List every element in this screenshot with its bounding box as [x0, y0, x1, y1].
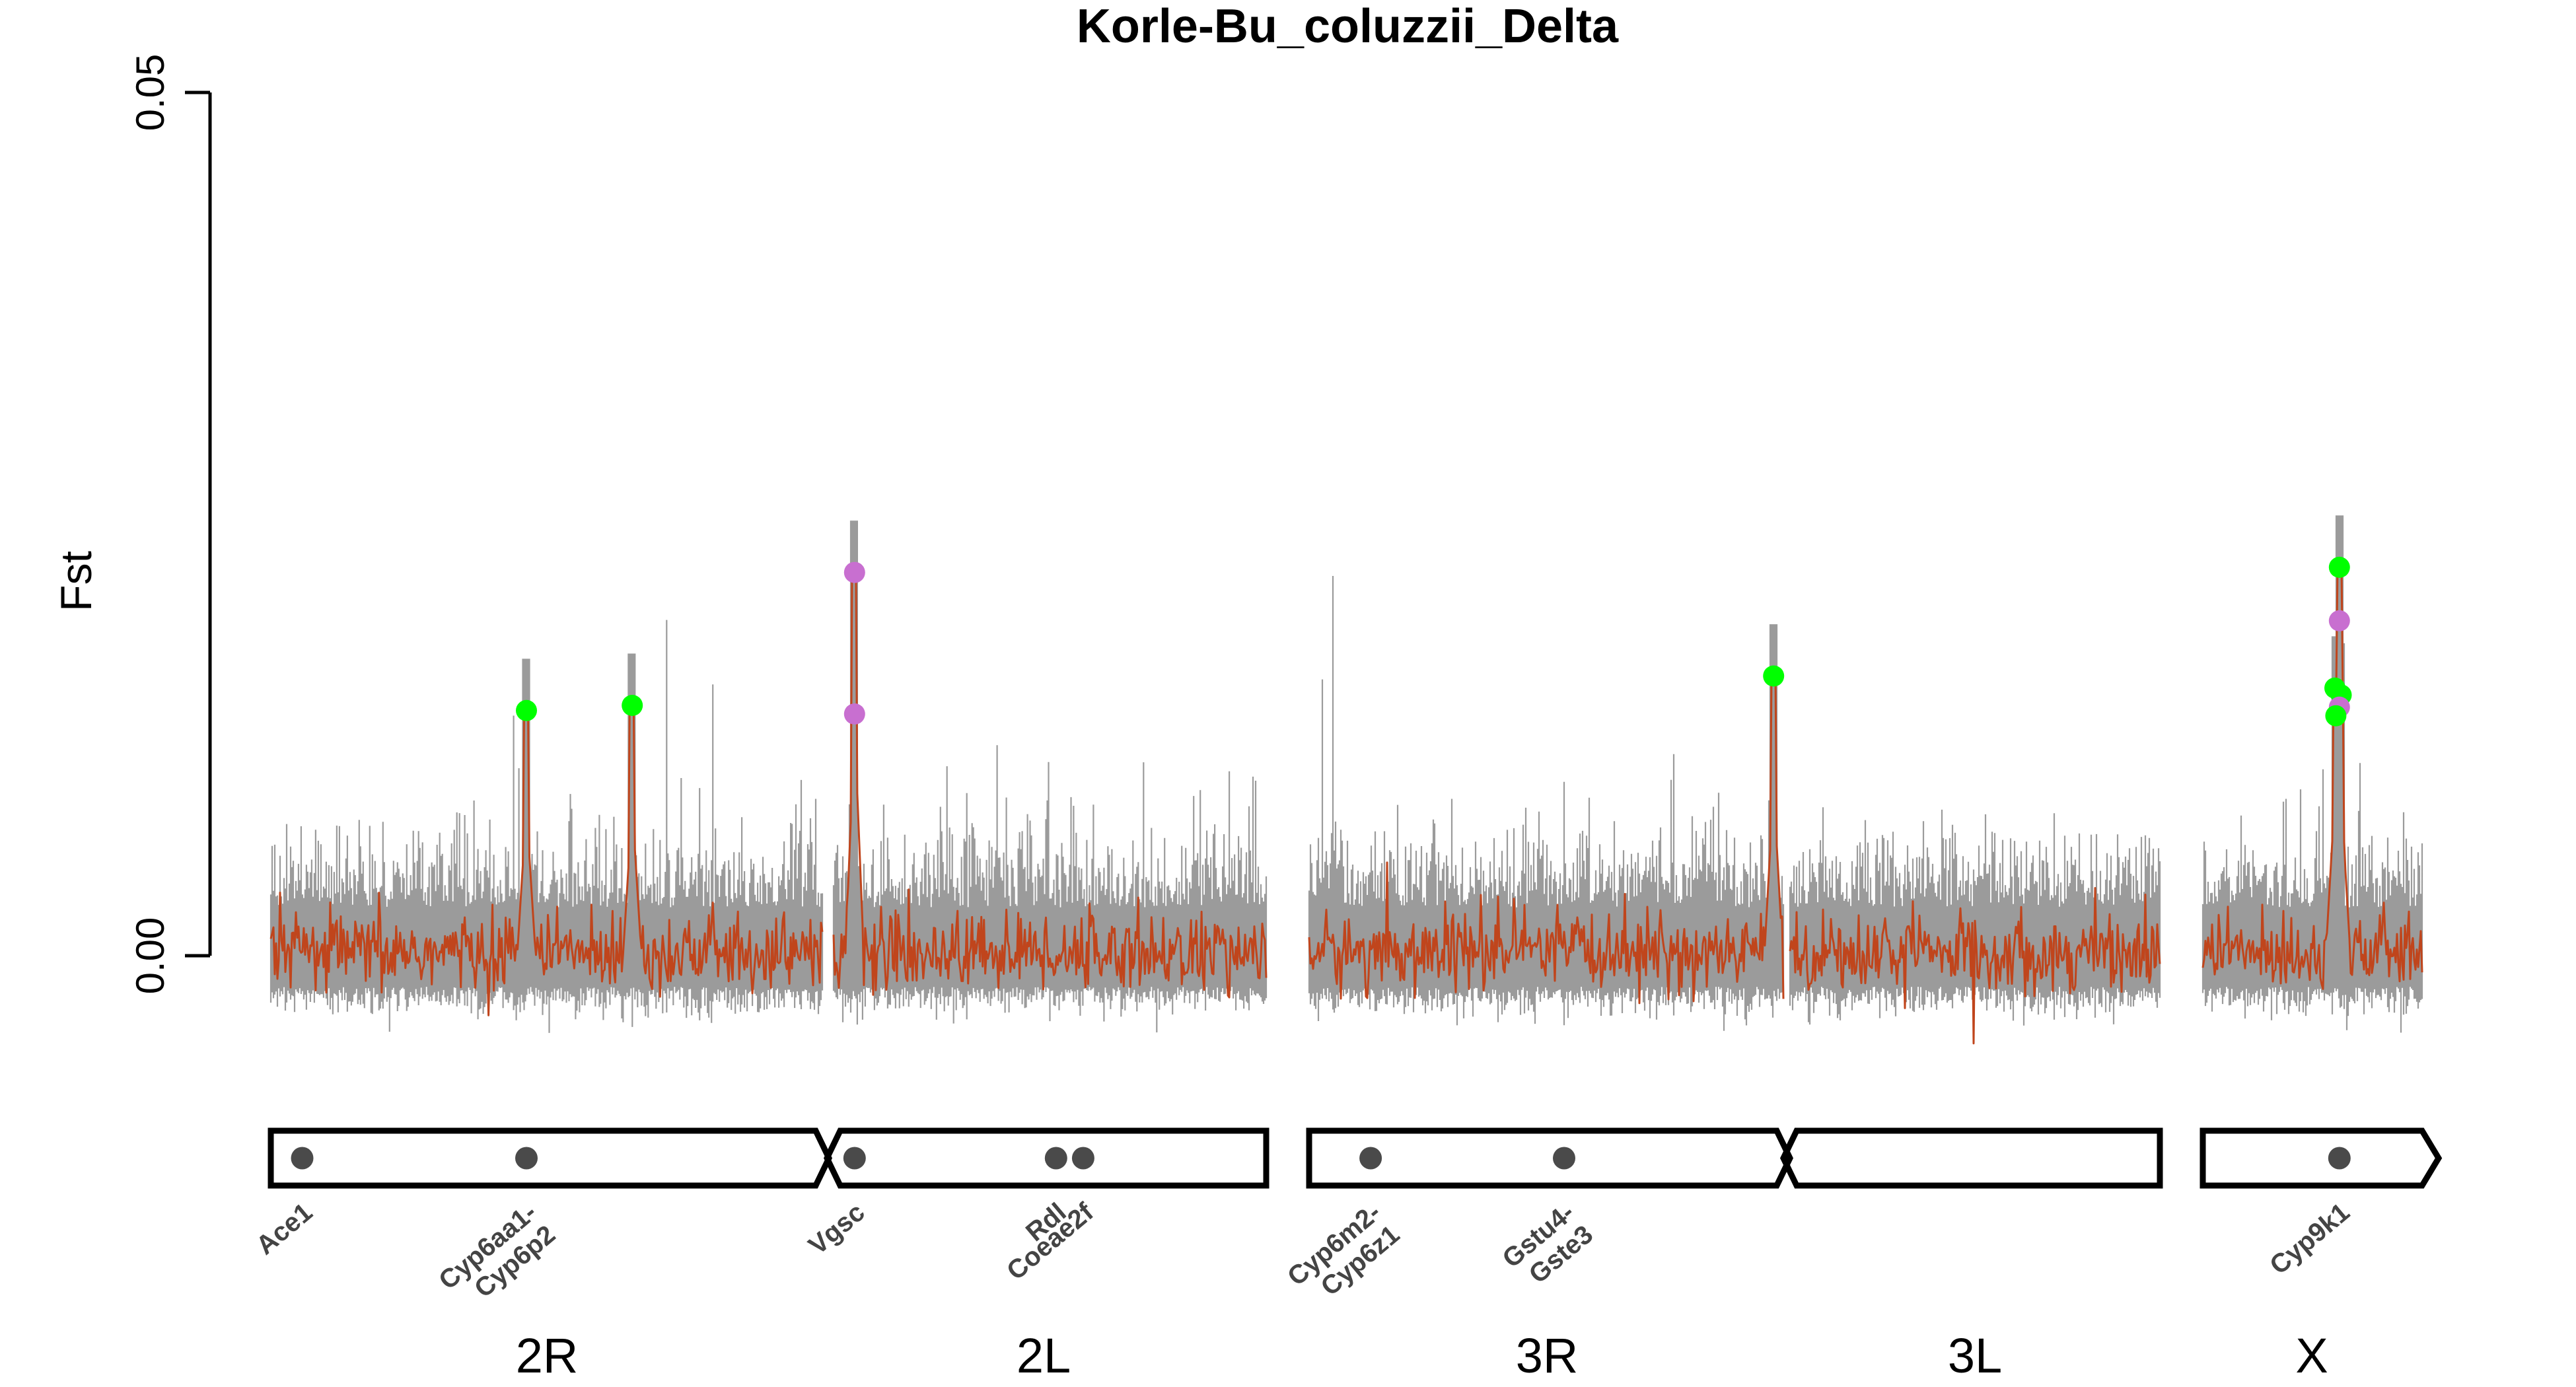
gene-dot-2	[843, 1147, 866, 1170]
chromosome-3	[1306, 1127, 2163, 1189]
peak-point-10	[2325, 705, 2347, 727]
arm-label-2l: 2L	[1017, 1328, 1071, 1383]
gene-label-6: Gstu4-Gste3	[1497, 1197, 1598, 1296]
arm-label-3r: 3R	[1516, 1328, 1579, 1383]
gene-label-0: Ace1	[251, 1197, 318, 1260]
fst-series-3l	[1789, 887, 2161, 1045]
arm-label-3l: 3L	[1948, 1328, 2002, 1383]
fst-traces	[269, 515, 2423, 1045]
peak-point-1	[622, 695, 643, 716]
gene-label-2: Vgsc	[803, 1197, 871, 1260]
gene-dot-6	[1553, 1147, 1575, 1170]
y-tick-label-1: 0.05	[128, 54, 172, 131]
gene-label-5: Cyp6m2-Cyp6z1	[1282, 1197, 1405, 1314]
gene-label-1: Cyp6aa1-Cyp6p2	[433, 1197, 561, 1318]
peak-point-3	[843, 703, 865, 725]
peak-point-2	[843, 561, 865, 583]
peak-markers	[516, 556, 2352, 727]
fst-series-3r	[1308, 675, 1785, 1005]
gene-dot-0	[291, 1147, 314, 1170]
gene-dot-3	[1044, 1147, 1067, 1170]
gene-dot-7	[2328, 1147, 2351, 1170]
peak-point-6	[2328, 610, 2350, 631]
y-axis-label: Fst	[52, 551, 100, 612]
arm-labels: 2R 2L 3R 3L X	[516, 1328, 2328, 1383]
fst-series-2r	[269, 704, 824, 1016]
fst-series-x	[2201, 566, 2423, 990]
arm-label-x: X	[2295, 1328, 2328, 1383]
peak-point-4	[1763, 665, 1785, 687]
y-tick-label-0: 0.00	[128, 917, 172, 995]
chromosome-x	[2200, 1127, 2443, 1189]
arm-label-2r: 2R	[516, 1328, 579, 1383]
peak-point-5	[2328, 556, 2350, 578]
chart-title: Korle-Bu_coluzzii_Delta	[1077, 0, 1619, 53]
chromosome-diagram	[268, 1127, 2443, 1189]
gene-dot-4	[1071, 1147, 1094, 1170]
y-axis: 0.00 0.05	[128, 54, 212, 995]
gene-dot-5	[1359, 1147, 1382, 1170]
peak-point-0	[516, 699, 537, 721]
fst-series-2l	[832, 571, 1268, 999]
gene-dot-1	[515, 1147, 538, 1170]
gene-label-7: Cyp9k1	[2264, 1197, 2355, 1280]
chromosome-2	[268, 1127, 1270, 1189]
